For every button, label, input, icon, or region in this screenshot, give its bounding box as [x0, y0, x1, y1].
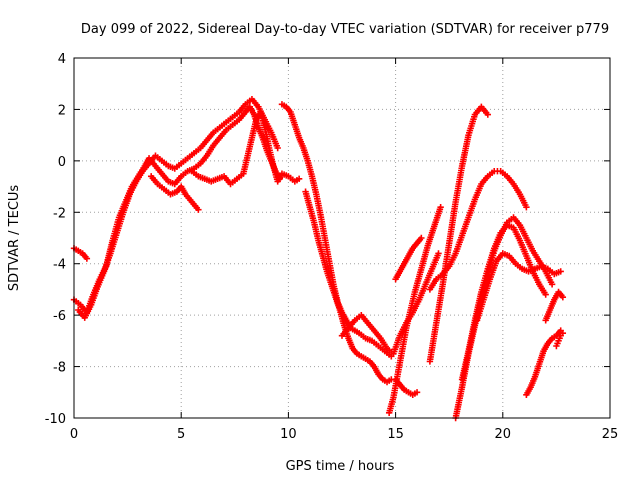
- data-point: [413, 389, 421, 396]
- x-tick-label: 25: [602, 427, 619, 442]
- x-tick-label: 20: [495, 427, 512, 442]
- data-points: [70, 95, 567, 422]
- y-tick-label: -4: [53, 258, 66, 273]
- data-point: [557, 268, 564, 275]
- x-tick-label: 15: [387, 427, 404, 442]
- y-tick-label: 0: [58, 155, 66, 170]
- x-tick-label: 5: [177, 427, 185, 442]
- y-axis-label: SDTVAR / TECUs: [7, 185, 22, 292]
- data-point: [274, 144, 281, 152]
- data-point: [295, 175, 303, 183]
- y-tick-label: -10: [45, 412, 66, 427]
- data-point: [435, 250, 442, 257]
- y-tick-label: -2: [53, 206, 66, 221]
- data-point: [548, 281, 556, 288]
- data-point: [83, 255, 91, 262]
- chart-title: Day 099 of 2022, Sidereal Day-to-day VTE…: [81, 22, 609, 37]
- data-point: [484, 111, 491, 118]
- x-tick-label: 10: [280, 427, 297, 442]
- grid-lines: [74, 58, 610, 418]
- y-tick-label: 2: [58, 103, 66, 118]
- data-point: [418, 234, 425, 242]
- plot-frame: [73, 57, 611, 419]
- y-tick-label: 4: [58, 52, 66, 67]
- y-tick-label: -6: [53, 309, 66, 324]
- y-tick-label: -8: [53, 361, 66, 376]
- data-point: [542, 291, 549, 298]
- data-point: [523, 203, 530, 211]
- data-point: [195, 206, 202, 213]
- data-point: [437, 203, 444, 211]
- data-point: [559, 329, 567, 337]
- data-point: [559, 293, 567, 301]
- x-tick-label: 0: [70, 427, 78, 442]
- x-axis-ticks: 0 5 10 15 20 25: [70, 58, 618, 442]
- y-axis-ticks: 4 2 0 -2 -4 -6 -8 -10: [45, 52, 610, 427]
- x-axis-label: GPS time / hours: [286, 459, 395, 474]
